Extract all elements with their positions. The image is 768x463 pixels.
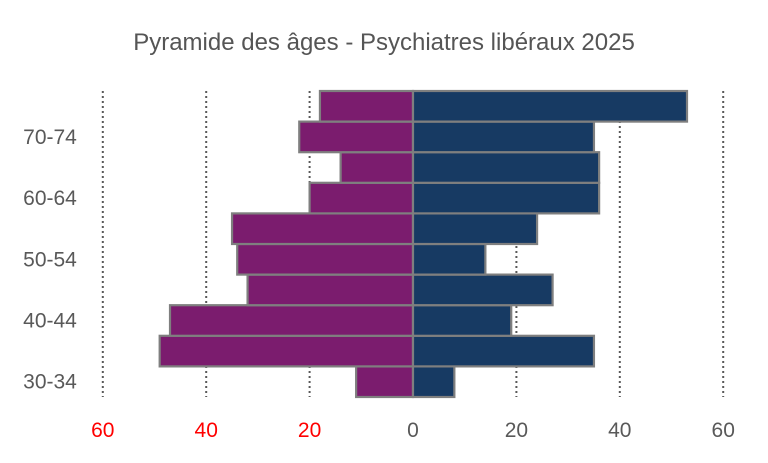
y-label-40-44: 40-44: [23, 310, 77, 333]
left-bar-70-74: [298, 120, 415, 154]
left-bar-30-34: [355, 365, 415, 399]
right-bar-65-69: [411, 151, 601, 184]
right-bar-40-44: [411, 304, 513, 337]
left-bar-55-59: [230, 212, 415, 246]
x-tick-label-6: 60: [712, 419, 735, 442]
x-tick-label-4: 20: [505, 419, 528, 442]
x-tick-label-3: 0: [407, 419, 419, 442]
x-tick-label-5: 40: [608, 419, 631, 442]
x-tick-label-1: 40: [195, 419, 218, 442]
left-bar-75+: [318, 89, 415, 123]
y-label-50-54: 50-54: [23, 248, 77, 271]
x-axis-labels: 60 40 20 0 20 40 60: [91, 419, 735, 442]
right-bar-50-54: [411, 242, 487, 276]
right-bar-60-64: [411, 181, 601, 215]
left-bar-50-54: [236, 242, 415, 276]
y-label-70-74: 70-74: [23, 126, 77, 149]
right-bar-70-74: [411, 120, 596, 154]
x-tick-label-0: 60: [91, 419, 114, 442]
left-bar-40-44: [168, 304, 415, 337]
x-tick-label-2: 20: [298, 419, 321, 442]
right-bar-45-49: [411, 273, 554, 307]
left-bar-45-49: [246, 273, 415, 307]
bars: [158, 89, 689, 399]
right-bar-30-34: [411, 365, 456, 399]
chart-title: Pyramide des âges - Psychiatres libéraux…: [133, 29, 635, 56]
y-label-30-34: 30-34: [23, 371, 77, 394]
left-bar-65-69: [339, 151, 415, 184]
y-axis-labels: 30-34 40-44 50-54 60-64 70-74: [23, 126, 77, 394]
left-bar-35-39: [158, 334, 415, 368]
right-bar-55-59: [411, 212, 539, 246]
left-bar-60-64: [308, 181, 415, 215]
right-bar-35-39: [411, 334, 596, 368]
y-label-60-64: 60-64: [23, 187, 77, 210]
right-bar-75+: [411, 89, 689, 123]
